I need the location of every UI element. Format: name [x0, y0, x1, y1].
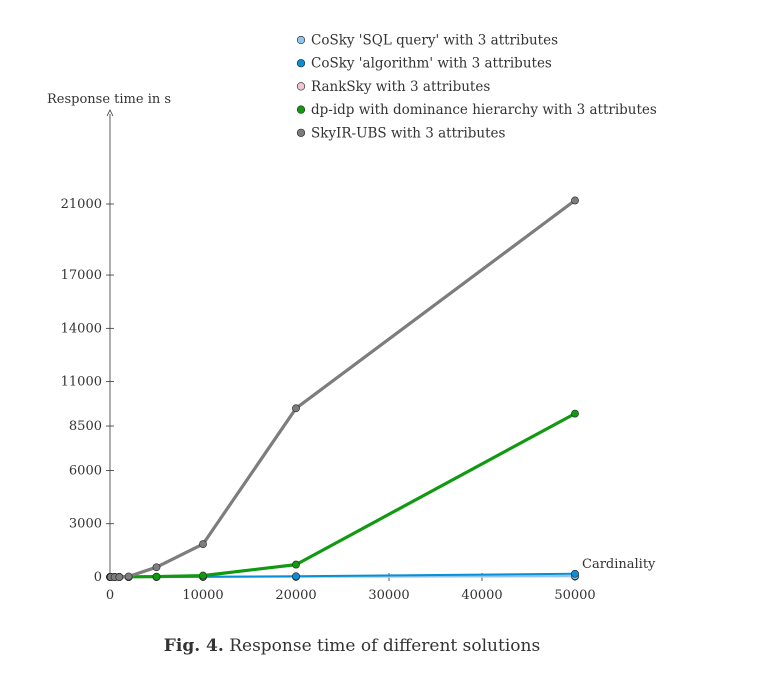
x-tick-label: 50000 [554, 588, 595, 603]
caption-text: Response time of different solutions [229, 636, 541, 656]
legend-label: SkyIR-UBS with 3 attributes [311, 125, 506, 141]
x-tick-label: 0 [106, 588, 114, 603]
legend-label: CoSky 'SQL query' with 3 attributes [311, 33, 558, 49]
data-point [571, 196, 579, 205]
data-point [199, 540, 207, 549]
y-tick-label: 14000 [61, 321, 102, 336]
data-point [124, 572, 133, 581]
x-tick-label: 30000 [368, 588, 409, 603]
caption-label: Fig. 4. [163, 636, 224, 656]
data-point [292, 404, 300, 413]
legend-label: CoSky 'algorithm' with 3 attributes [311, 56, 552, 72]
legend-marker [296, 82, 306, 91]
legend-entry: SkyIR-UBS with 3 attributes [296, 125, 506, 141]
y-tick-label: 3000 [69, 517, 102, 532]
series-layer [106, 196, 579, 581]
x-axis-title: Cardinality [582, 557, 656, 572]
data-point [292, 572, 300, 581]
data-point [292, 560, 300, 569]
legend-marker [296, 105, 306, 114]
legend: CoSky 'SQL query' with 3 attributes CoSky… [296, 33, 657, 141]
y-tick-label: 0 [94, 570, 102, 585]
data-point [152, 572, 161, 581]
legend-marker [296, 35, 306, 45]
series-line [108, 412, 576, 579]
y-ticks: 0 3000 6000 8500 11000 14000 17000 21000 [61, 197, 114, 585]
data-point [571, 409, 579, 418]
y-tick-label: 21000 [61, 197, 102, 212]
legend-entry: CoSky 'algorithm' with 3 attributes [296, 56, 552, 72]
series-3 [106, 409, 579, 581]
legend-entry: dp-idp with dominance hierarchy with 3 a… [296, 102, 657, 118]
data-point [115, 573, 124, 581]
y-tick-label: 17000 [61, 268, 102, 283]
y-axis-title: Response time in s [47, 92, 171, 107]
series-line [108, 199, 576, 579]
x-tick-label: 20000 [275, 588, 316, 603]
y-tick-label: 6000 [69, 463, 102, 478]
legend-marker [296, 59, 306, 68]
y-tick-label: 8500 [69, 419, 102, 434]
legend-label: dp-idp with dominance hierarchy with 3 a… [311, 102, 657, 118]
data-point [571, 569, 579, 578]
x-tick-label: 40000 [461, 588, 502, 603]
data-point [152, 563, 161, 572]
x-axis: Cardinality 0 10000 20000 30000 40000 50000 [106, 557, 656, 603]
line-chart: CoSky 'SQL query' with 3 attributes CoSky… [47, 33, 657, 604]
y-tick-label: 11000 [61, 375, 102, 390]
y-axis-arrow [106, 109, 114, 117]
y-axis: Response time in s 0 3000 6000 8500 11000 140… [47, 92, 171, 585]
legend-label: RankSky with 3 attributes [311, 79, 490, 95]
series-4 [106, 196, 579, 581]
legend-entry: CoSky 'SQL query' with 3 attributes [296, 33, 558, 49]
x-tick-label: 10000 [182, 588, 223, 603]
legend-marker [296, 128, 306, 137]
legend-entry: RankSky with 3 attributes [296, 79, 490, 95]
figure-caption: Fig. 4. Response time of different solut… [0, 636, 704, 656]
data-point [199, 571, 207, 580]
